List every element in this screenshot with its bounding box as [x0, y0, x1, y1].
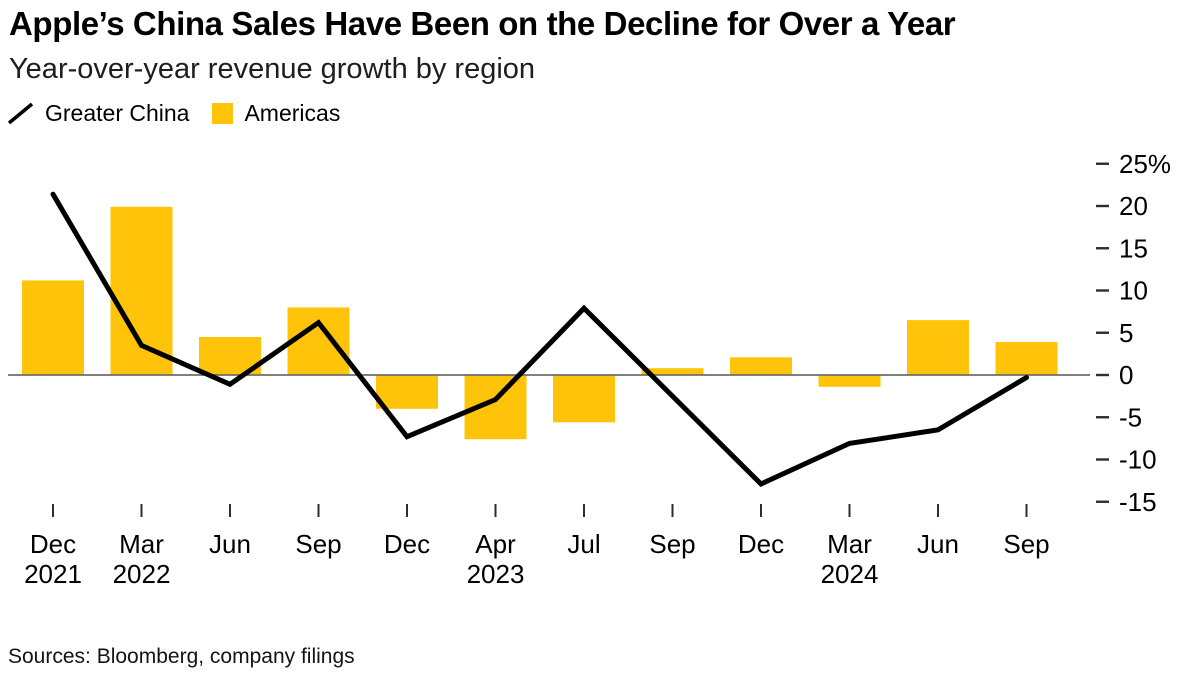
bar-americas	[818, 375, 881, 387]
x-tick-label: Dec	[738, 529, 784, 559]
y-tick-label: 0	[1119, 360, 1133, 390]
legend-label-americas: Americas	[244, 100, 341, 126]
bar-americas	[110, 206, 173, 375]
bar-americas	[553, 375, 615, 423]
x-tick-year-label: 2022	[113, 559, 171, 589]
bar-americas	[22, 280, 84, 375]
legend-item-greater-china: Greater China	[7, 100, 189, 127]
bar-americas	[641, 368, 704, 375]
x-tick-label: Apr	[475, 529, 516, 559]
x-tick-year-label: 2021	[24, 559, 82, 589]
x-tick-label: Dec	[384, 529, 430, 559]
bar-americas	[907, 320, 969, 375]
legend: Greater China Americas	[7, 100, 340, 127]
bar-americas	[376, 375, 438, 409]
line-slash-icon	[7, 102, 34, 125]
chart-title: Apple’s China Sales Have Been on the Dec…	[9, 5, 956, 42]
y-tick-label: 25%	[1119, 149, 1171, 179]
y-tick-label: 20	[1119, 191, 1148, 221]
x-tick-year-label: 2023	[467, 559, 525, 589]
y-tick-label: 5	[1119, 318, 1133, 348]
x-tick-label: Jun	[209, 529, 251, 559]
y-tick-label: -10	[1119, 445, 1157, 475]
bar-americas	[287, 307, 350, 375]
x-tick-label: Jul	[567, 529, 600, 559]
x-tick-label: Dec	[30, 529, 76, 559]
legend-item-americas: Americas	[212, 100, 340, 127]
chart-subtitle: Year-over-year revenue growth by region	[9, 53, 536, 85]
x-tick-label: Sep	[1003, 529, 1049, 559]
x-tick-label: Sep	[649, 529, 695, 559]
bar-americas	[730, 357, 792, 375]
source-note: Sources: Bloomberg, company filings	[8, 645, 355, 668]
line-greater-china	[50, 191, 1029, 487]
y-tick-label: 10	[1119, 276, 1148, 306]
y-tick-label: -5	[1119, 402, 1142, 432]
x-tick-label: Mar	[119, 529, 164, 559]
bar-americas	[995, 342, 1058, 375]
x-tick-label: Mar	[827, 529, 872, 559]
y-tick-label: -15	[1119, 487, 1157, 517]
x-tick-label: Jun	[917, 529, 959, 559]
legend-label-greater-china: Greater China	[45, 100, 190, 126]
x-tick-label: Sep	[295, 529, 341, 559]
x-tick-year-label: 2024	[821, 559, 879, 589]
square-marker-icon	[212, 103, 234, 124]
y-tick-label: 15	[1119, 233, 1148, 263]
